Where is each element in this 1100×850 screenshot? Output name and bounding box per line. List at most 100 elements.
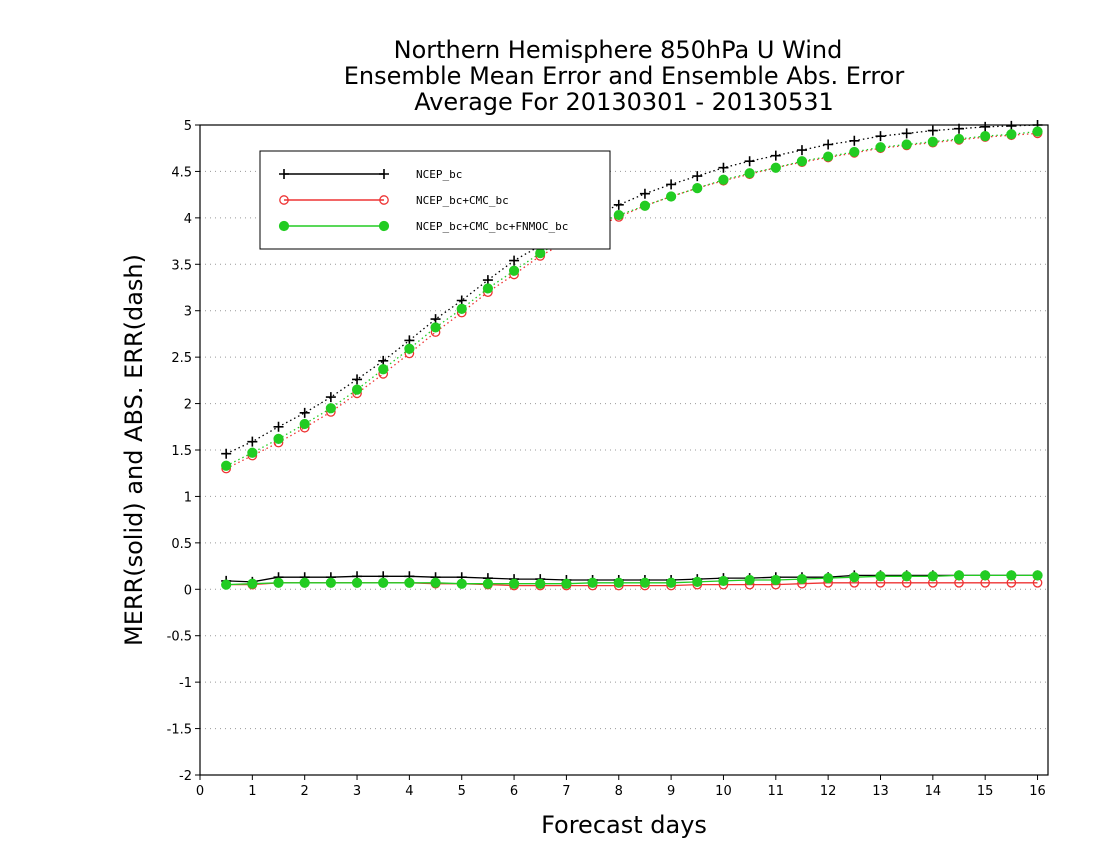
y-tick-label: 5: [184, 119, 192, 134]
data-point-filled-circle: [299, 418, 310, 430]
data-point-plus: [954, 123, 965, 134]
data-point-filled-circle: [535, 578, 546, 589]
legend: NCEP_bc NCEP_bc+CMC_bc NCEP_bc+CMC_bc+FNMO…: [259, 150, 611, 250]
data-point-filled-circle: [953, 133, 965, 145]
data-point-filled-circle: [796, 573, 808, 585]
y-tick-label: 3.5: [171, 258, 192, 273]
data-point-filled-circle: [901, 571, 912, 582]
y-axis-label: MERR(solid) and ABS. ERR(dash): [120, 254, 148, 646]
data-point-plus: [796, 145, 807, 156]
data-point-filled-circle: [849, 572, 860, 583]
data-point-filled-circle: [273, 577, 284, 588]
y-tick-label: 1.5: [171, 444, 192, 459]
x-tick-label: 2: [301, 784, 309, 799]
y-tick-label: 2.5: [171, 351, 192, 366]
data-point-filled-circle: [666, 577, 677, 588]
data-point-plus: [299, 407, 310, 418]
data-point-plus: [666, 179, 677, 190]
legend-label: NCEP_bc: [416, 168, 462, 181]
data-point-filled-circle: [221, 460, 232, 471]
data-point-filled-circle: [639, 577, 651, 588]
y-tick-label: 4: [184, 212, 192, 227]
data-point-filled-circle: [351, 577, 363, 588]
data-point-open-circle: [279, 195, 289, 205]
data-point-filled-circle: [980, 131, 991, 142]
data-point-plus: [221, 448, 232, 459]
y-axis-ticks: 5 4.5 4 3.5 3 2.5 2 1.5 1 0.5 0 -0.5 -1 -1.5 -2: [167, 119, 200, 784]
y-tick-label: 1: [184, 490, 192, 505]
grid: [200, 170, 1048, 730]
data-point-filled-circle: [639, 200, 651, 211]
data-point-filled-circle: [278, 220, 290, 232]
data-point-filled-circle: [718, 575, 729, 587]
data-point-filled-circle: [299, 577, 310, 588]
data-point-filled-circle: [378, 577, 389, 588]
data-point-filled-circle: [378, 220, 390, 232]
data-point-filled-circle: [430, 577, 441, 588]
data-point-plus: [901, 128, 912, 139]
x-tick-label: 15: [977, 784, 994, 799]
series-3-mean-error: [221, 570, 1043, 590]
data-point-filled-circle: [692, 183, 703, 194]
data-point-plus: [639, 188, 650, 199]
data-point-filled-circle: [1006, 129, 1017, 140]
data-point-filled-circle: [456, 303, 467, 314]
y-tick-label: 0.5: [171, 537, 192, 552]
legend-item-2: NCEP_bc+CMC_bc: [279, 194, 509, 207]
data-point-filled-circle: [849, 146, 860, 158]
data-point-filled-circle: [247, 447, 258, 458]
data-point-plus: [718, 162, 729, 173]
data-point-filled-circle: [430, 322, 441, 333]
data-point-filled-circle: [1032, 126, 1043, 137]
data-point-plus: [823, 139, 834, 150]
data-point-filled-circle: [351, 384, 363, 395]
data-point-filled-circle: [325, 577, 336, 588]
x-tick-label: 14: [925, 784, 942, 799]
data-point-filled-circle: [482, 578, 494, 589]
data-point-filled-circle: [247, 578, 258, 589]
x-tick-label: 1: [248, 784, 256, 799]
y-tick-label: -1.5: [167, 723, 192, 738]
data-point-plus: [509, 255, 520, 266]
data-point-filled-circle: [508, 265, 520, 276]
chart-title: Northern Hemisphere 850hPa U Wind Ensemb…: [344, 36, 905, 116]
x-tick-label: 0: [196, 784, 204, 799]
data-point-filled-circle: [927, 571, 938, 582]
data-point-filled-circle: [1006, 570, 1017, 581]
series-layer: [221, 120, 1043, 591]
y-tick-label: 2: [184, 398, 192, 413]
data-point-plus: [352, 374, 363, 385]
data-point-filled-circle: [823, 151, 834, 162]
data-point-filled-circle: [613, 209, 624, 221]
data-point-filled-circle: [587, 577, 598, 588]
data-point-plus: [273, 421, 284, 432]
data-point-plus: [875, 131, 886, 142]
data-point-filled-circle: [666, 191, 677, 202]
y-tick-label: 0: [184, 583, 192, 598]
data-point-filled-circle: [796, 156, 808, 167]
x-tick-label: 11: [768, 784, 785, 799]
data-point-plus: [980, 121, 991, 132]
data-point-filled-circle: [927, 136, 938, 147]
data-point-filled-circle: [535, 248, 546, 259]
data-point-open-circle: [379, 195, 389, 205]
data-point-plus: [279, 169, 289, 179]
data-point-filled-circle: [692, 576, 703, 587]
data-point-filled-circle: [823, 573, 834, 584]
series-3-abs-error: [221, 126, 1043, 471]
data-point-filled-circle: [561, 578, 572, 589]
data-point-filled-circle: [875, 571, 886, 582]
data-point-plus: [325, 392, 336, 403]
x-tick-label: 4: [405, 784, 413, 799]
x-tick-label: 6: [510, 784, 518, 799]
data-point-filled-circle: [221, 579, 232, 590]
data-point-filled-circle: [875, 142, 886, 153]
data-point-filled-circle: [744, 574, 755, 586]
data-point-filled-circle: [404, 343, 415, 354]
title-line-3: Average For 20130301 - 20130531: [414, 88, 834, 116]
legend-item-3: NCEP_bc+CMC_bc+FNMOC_bc: [278, 220, 568, 233]
x-tick-label: 3: [353, 784, 361, 799]
data-point-plus: [927, 125, 938, 136]
data-point-filled-circle: [378, 364, 389, 375]
x-tick-label: 7: [562, 784, 570, 799]
